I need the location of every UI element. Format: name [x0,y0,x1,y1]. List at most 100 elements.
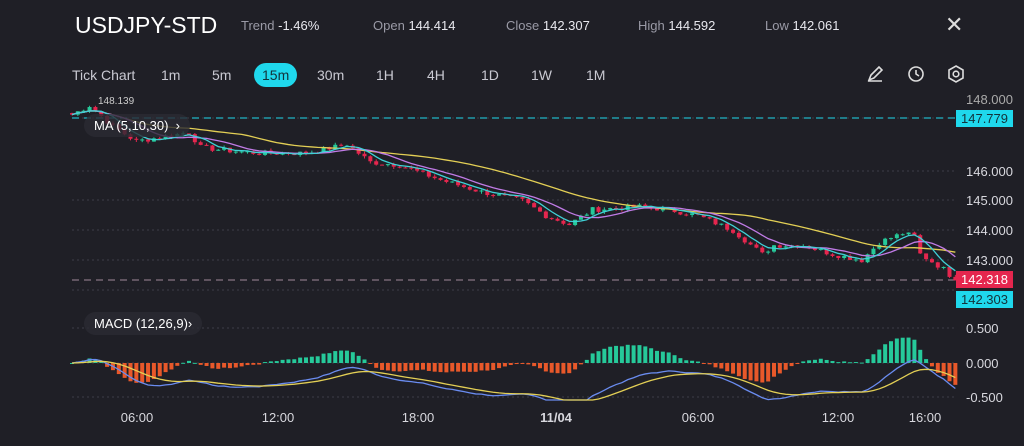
candle [584,214,589,216]
macd-histogram-bar [830,361,835,363]
tab-tick-chart[interactable]: Tick Chart [72,67,136,83]
pencil-icon[interactable] [865,64,885,84]
candle [93,107,98,112]
candle [339,144,344,146]
candle [479,190,484,192]
tab-4h[interactable]: 4H [427,67,445,83]
macd-histogram-bar [731,363,736,374]
tab-1w[interactable]: 1W [531,67,552,83]
bid-price-tag: 142.303 [956,291,1013,308]
macd-histogram-bar [655,350,659,363]
macd-histogram-bar [573,363,578,370]
macd-histogram-bar [643,346,648,363]
tab-30m[interactable]: 30m [317,67,345,83]
macd-histogram-bar [514,363,519,365]
macd-histogram-bar [222,363,227,368]
candle [643,204,648,207]
tab-1m[interactable]: 1m [161,67,181,83]
macd-histogram-bar [99,361,104,363]
candle [543,211,548,219]
symbol-title: USDJPY-STD [75,12,218,38]
macd-histogram-bar [584,359,589,363]
macd-histogram-bar [561,363,566,374]
trend-stat: Trend -1.46% [241,18,319,33]
candle [374,161,379,165]
macd-histogram-bar [485,363,490,371]
candle [818,249,823,251]
candle [99,111,104,117]
y-tick: 144.000 [966,223,1013,238]
tab-1d[interactable]: 1D [481,67,499,83]
ma-indicator-button[interactable]: MA (5,10,30) › [84,114,191,137]
macd-histogram-bar [713,363,718,368]
ask-price-tag: 147.779 [956,110,1013,127]
candle [461,185,466,188]
tab-15m[interactable]: 15m [254,63,298,87]
candle [836,255,841,259]
high-label: High [638,18,665,33]
candle [134,138,139,140]
candle [590,207,595,215]
x-tick: 18:00 [401,410,435,425]
x-tick: 06:00 [681,410,715,425]
macd-histogram-bar [625,344,630,363]
close-icon[interactable]: ✕ [945,12,964,37]
ma10-line [71,110,956,258]
chevron-right-icon: › [187,316,193,331]
signal-line [71,360,956,401]
macd-histogram-bar [701,363,706,364]
macd-histogram-bar [777,363,782,374]
macd-histogram-bar [432,363,437,372]
close-value: 142.307 [542,18,590,33]
candle [941,266,946,268]
macd-histogram-bar [157,363,162,377]
macd-histogram-bar [660,351,665,363]
clock-icon[interactable] [906,64,926,84]
x-tick: 12:00 [821,410,855,425]
macd-histogram-bar [929,363,934,367]
macd-histogram-bar [444,363,449,373]
macd-histogram-bar [233,363,238,368]
macd-histogram-bar [906,337,911,363]
close-stat: Close 142.307 [506,18,590,33]
candle [859,259,864,263]
settings-icon[interactable] [946,64,966,84]
macd-histogram-bar [818,358,823,363]
macd-histogram-bar [304,357,308,363]
candle [567,223,572,226]
candle [210,145,215,151]
macd-histogram-bar [772,363,776,377]
macd-histogram-bar [187,360,191,363]
macd-histogram-bar [175,363,180,366]
macd-histogram-bar [853,362,858,364]
macd-histogram-bar [889,341,893,363]
candle [725,223,730,230]
macd-histogram-bar [953,363,958,385]
macd-histogram-bar [532,363,537,367]
macd-histogram-bar [344,350,349,363]
macd-histogram-bar [725,363,730,372]
macd-histogram-bar [520,363,525,364]
macd-histogram-bar [795,363,800,365]
macd-histogram-bar [883,344,888,363]
ma-label: MA (5,10,30) [94,118,169,133]
candle [678,212,683,215]
macd-histogram-bar [192,362,197,364]
tab-5m[interactable]: 5m [212,67,232,83]
x-tick: 06:00 [120,410,154,425]
macd-histogram-bar [409,363,414,371]
tab-1h[interactable]: 1H [376,67,394,83]
candle [444,179,449,182]
close-label: Close [506,18,540,33]
macd-indicator-button[interactable]: MACD (12,26,9)› [84,312,203,335]
macd-histogram-bar [327,353,332,363]
macd-histogram-bar [87,358,92,363]
candle [853,259,858,261]
candle [719,223,724,225]
macd-histogram-bar [286,359,291,363]
x-tick: 12:00 [261,410,295,425]
candle [684,214,689,216]
tab-1m-month[interactable]: 1M [586,67,606,83]
candle [953,276,958,281]
